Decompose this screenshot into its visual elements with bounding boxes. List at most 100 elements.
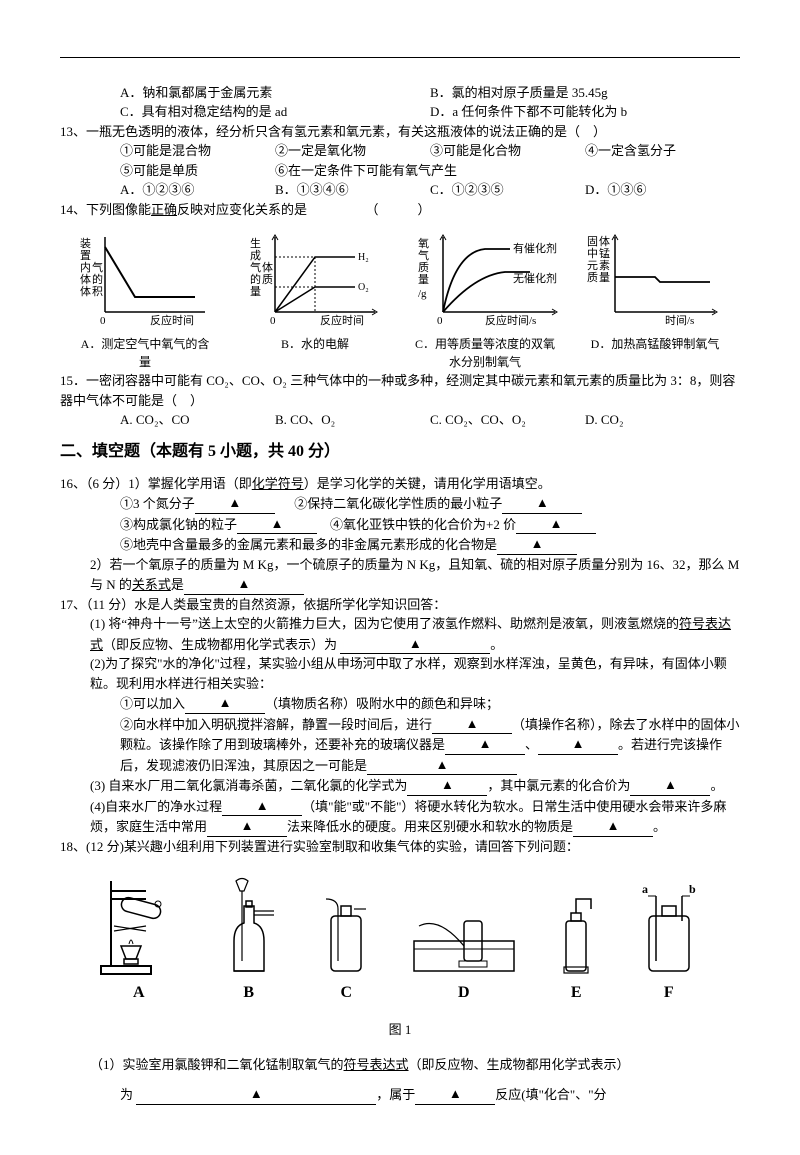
blank: ▲ xyxy=(516,514,596,535)
q16-s2b: ④氧化亚铁中铁的化合价为+2 价 xyxy=(330,517,516,532)
q18-p1-line2: 为 ▲，属于▲反应(填"化合"、"分 xyxy=(60,1084,740,1105)
q17-p3b: ，其中氯元素的化合价为 xyxy=(487,778,630,793)
svg-text:气: 气 xyxy=(418,248,429,262)
blank: ▲ xyxy=(445,734,525,755)
q13-stem: 13、一瓶无色透明的液体，经分析只含有氢元素和氧元素，有关这瓶液体的说法正确的是… xyxy=(60,122,740,142)
blank: ▲ xyxy=(237,514,317,535)
q13-opt-b: B．①③④⑥ xyxy=(275,180,430,200)
q16-s3: ⑤地壳中含量最多的金属元素和最多的非金属元素形成的化合物是 xyxy=(120,537,497,552)
svg-text:固: 固 xyxy=(587,235,598,248)
q17-p2-2a: ②向水样中加入明矾搅拌溶解，静置一段时间后，进行 xyxy=(120,717,432,732)
svg-text:置: 置 xyxy=(80,249,91,262)
blank: ▲ xyxy=(340,634,490,655)
q16-p2u: 关系式 xyxy=(132,577,171,592)
svg-text:0: 0 xyxy=(270,315,276,327)
q15-opt-b: B. CO、O₂ xyxy=(275,410,430,430)
svg-text:b: b xyxy=(689,882,696,896)
apparatus-e: E xyxy=(551,871,601,1005)
blank: ▲ xyxy=(185,693,265,714)
q14-charts: 装置 内气 体的 体积 0 反应时间 H₂ O₂ 生成 气体 的质 量 0 反应 xyxy=(60,227,740,327)
q12-opt-a: A．钠和氯都属于金属元素 xyxy=(120,83,430,103)
chart-1: 装置 内气 体的 体积 0 反应时间 xyxy=(75,227,215,327)
svg-text:无催化剂: 无催化剂 xyxy=(513,271,557,285)
q17-p2-1b: （填物质名称）吸附水中的颜色和异味； xyxy=(265,696,499,711)
q12-opt-c: C．具有相对稳定结构的是 ad xyxy=(120,102,430,122)
q17-p2: (2)为了探究"水的净化"过程，某实验小组从申场河中取了水样，观察到水样浑浊，呈… xyxy=(60,654,740,693)
blank: ▲ xyxy=(538,734,618,755)
label-b: B xyxy=(214,981,284,1005)
q12-options-row2: C．具有相对稳定结构的是 ad D．a 任何条件下都不可能转化为 b xyxy=(60,102,740,122)
q13-subs-row2: ⑤可能是单质 ⑥在一定条件下可能有氧气产生 xyxy=(60,161,740,181)
q13-opt-d: D．①③⑥ xyxy=(585,180,740,200)
blank: ▲ xyxy=(407,775,487,796)
svg-text:内: 内 xyxy=(80,260,91,274)
q18-p1-post: （即反应物、生成物都用化学式表示） xyxy=(409,1057,630,1072)
q17-p1b: （即反应物、生成物都用化学式表示）为 xyxy=(103,637,337,652)
svg-text:质: 质 xyxy=(262,273,273,286)
q13-opt-c: C．①②③⑤ xyxy=(430,180,585,200)
q16-stem-pre: 16、（6 分）1）掌握化学用语（即 xyxy=(60,476,252,491)
label-d: D xyxy=(409,981,519,1005)
svg-text:量: 量 xyxy=(599,271,610,284)
q12-opt-d: D．a 任何条件下都不可能转化为 b xyxy=(430,102,740,122)
label-a: A xyxy=(96,981,181,1005)
q15-options: A. CO₂、CO B. CO、O₂ C. CO₂、CO、O₂ D. CO₂ xyxy=(60,410,740,430)
q17-p4a: (4)自来水厂的净水过程 xyxy=(90,799,222,814)
q13-options: A．①②③⑥ B．①③④⑥ C．①②③⑤ D．①③⑥ xyxy=(60,180,740,200)
q13-sub4: ④一定含氢分子 xyxy=(585,141,740,161)
svg-text:体: 体 xyxy=(262,260,273,274)
label-f: F xyxy=(634,981,704,1005)
q18-p1-pre: （1）实验室用氯酸钾和二氧化锰制取氧气的 xyxy=(90,1057,344,1072)
svg-text:装: 装 xyxy=(80,237,91,250)
label-c: C xyxy=(316,981,376,1005)
apparatus-f: a b F xyxy=(634,871,704,1005)
q16-stem-u: 化学符号 xyxy=(252,476,304,491)
svg-text:元: 元 xyxy=(587,260,598,272)
blank: ▲ xyxy=(222,796,302,817)
q17-p1a: (1) 将“神舟十一号”送上太空的火箭推力巨大，因为它使用了液氢作燃料、助燃剂是… xyxy=(90,616,679,631)
svg-text:反应时间: 反应时间 xyxy=(320,313,364,327)
q14-stem-post: 反映对应变化关系的是 （ ） xyxy=(177,202,431,217)
svg-text:反应时间: 反应时间 xyxy=(150,313,194,327)
q14-stem-pre: 14、下列图像能 xyxy=(60,202,151,217)
svg-text:气: 气 xyxy=(250,260,261,274)
blank: ▲ xyxy=(184,574,304,595)
q17-p4: (4)自来水厂的净水过程▲（填"能"或"不能"）将硬水转化为软水。日常生活中使用… xyxy=(60,796,740,837)
svg-text:0: 0 xyxy=(100,315,106,327)
svg-text:中: 中 xyxy=(587,247,598,260)
svg-text:O₂: O₂ xyxy=(358,282,369,293)
blank: ▲ xyxy=(136,1084,376,1105)
svg-text:反应时间/s: 反应时间/s xyxy=(485,313,536,327)
q16-stem: 16、（6 分）1）掌握化学用语（即化学符号）是学习化学的关键，请用化学用语填空… xyxy=(60,474,740,494)
svg-text:氧: 氧 xyxy=(418,236,429,250)
chart-4: 固体 中锰 元素 质量 时间/s xyxy=(585,227,725,327)
q14-opt-d: D．加热高锰酸钾制氧气 xyxy=(585,335,725,371)
svg-text:成: 成 xyxy=(250,249,261,262)
svg-text:/g: /g xyxy=(418,288,427,300)
q16-p2b: 是 xyxy=(171,577,184,592)
svg-text:气: 气 xyxy=(92,260,103,274)
q14-opt-c: C．用等质量等浓度的双氧水分别制氧气 xyxy=(415,335,555,371)
svg-text:有催化剂: 有催化剂 xyxy=(513,241,557,255)
blank: ▲ xyxy=(502,493,582,514)
blank: ▲ xyxy=(630,775,710,796)
q16-p2: 2）若一个氧原子的质量为 M Kg，一个硫原子的质量为 N Kg，且知氧、硫的相… xyxy=(60,555,740,595)
q17-p3: (3) 自来水厂用二氧化氯消毒杀菌，二氧化氯的化学式为▲，其中氯元素的化合价为▲… xyxy=(60,775,740,796)
q17-stem: 17、（11 分）水是人类最宝贵的自然资源，依据所学化学知识回答： xyxy=(60,595,740,615)
svg-text:体: 体 xyxy=(80,272,91,286)
svg-text:的: 的 xyxy=(250,272,261,286)
svg-text:体: 体 xyxy=(599,234,610,248)
q18-p1-l2b: ，属于 xyxy=(376,1087,415,1102)
chart-2: H₂ O₂ 生成 气体 的质 量 0 反应时间 xyxy=(245,227,385,327)
q16-s1a: ①3 个氮分子 xyxy=(120,496,195,511)
blank: ▲ xyxy=(497,534,577,555)
q17-p4d: 。 xyxy=(653,819,666,834)
apparatus-row: A B C xyxy=(80,871,720,1005)
svg-text:a: a xyxy=(642,882,648,896)
q18-p1-l2c: 反应(填"化合"、"分 xyxy=(495,1087,606,1102)
q17-p3c: 。 xyxy=(710,778,723,793)
svg-text:时间/s: 时间/s xyxy=(665,314,694,327)
svg-text:素: 素 xyxy=(599,259,610,272)
q15-opt-a: A. CO₂、CO xyxy=(120,410,275,430)
q16-s1b: ②保持二氧化碳化学性质的最小粒子 xyxy=(294,496,502,511)
